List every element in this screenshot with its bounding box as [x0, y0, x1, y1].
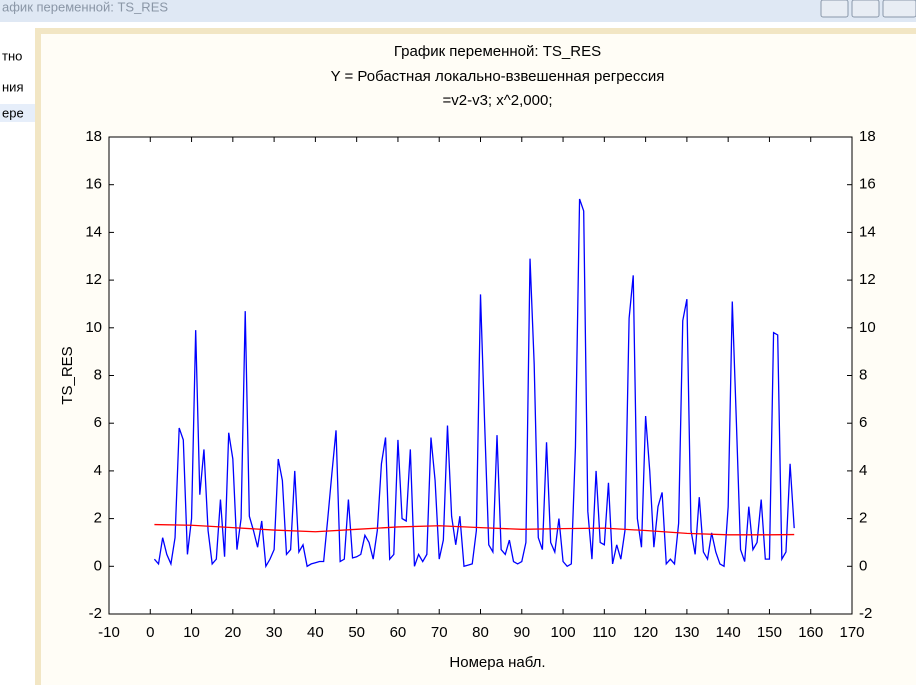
y2-tick-label: 18	[859, 128, 876, 145]
x-tick-label: 130	[674, 624, 699, 641]
x-axis-label: Номера набл.	[449, 654, 545, 671]
title-bar	[0, 0, 916, 22]
x-tick-label: 90	[513, 624, 530, 641]
x-tick-label: 0	[146, 624, 154, 641]
x-tick-label: 80	[472, 624, 489, 641]
y2-tick-label: 6	[859, 414, 867, 431]
chart-subtitle: =v2-v3; x^2,000;	[442, 92, 552, 109]
data-line	[154, 523, 795, 536]
y2-tick-label: 0	[859, 557, 867, 574]
x-tick-label: 30	[266, 624, 283, 641]
side-panel	[0, 22, 35, 685]
x-tick-label: 170	[839, 624, 864, 641]
x-tick-label: 140	[716, 624, 741, 641]
x-tick-label: 20	[224, 624, 241, 641]
y-tick-label: 4	[94, 462, 102, 479]
window-title: афик переменной: TS_RES	[2, 0, 168, 14]
y2-tick-label: 4	[859, 462, 867, 479]
y-tick-label: 8	[94, 366, 102, 383]
chart-subtitle: Y = Робастная локально-взвешенная регрес…	[331, 68, 665, 85]
x-tick-label: 10	[183, 624, 200, 641]
y-tick-label: 12	[85, 271, 102, 288]
y-tick-label: 10	[85, 319, 102, 336]
side-label: ере	[2, 105, 24, 120]
data-line	[153, 198, 795, 569]
window-buttons[interactable]	[820, 0, 916, 18]
y-tick-label: 14	[85, 223, 102, 240]
y2-tick-label: 14	[859, 223, 876, 240]
x-tick-label: 100	[551, 624, 576, 641]
x-tick-label: 60	[390, 624, 407, 641]
y-tick-label: -2	[89, 605, 102, 622]
x-tick-label: 50	[348, 624, 365, 641]
y-tick-label: 0	[94, 557, 102, 574]
selected-row[interactable]	[0, 104, 35, 122]
x-tick-label: 40	[307, 624, 324, 641]
y2-tick-label: 16	[859, 176, 876, 193]
y-tick-label: 16	[85, 176, 102, 193]
x-tick-label: 110	[592, 624, 616, 641]
y-tick-label: 6	[94, 414, 102, 431]
y-tick-label: 18	[85, 128, 102, 145]
y2-tick-label: 8	[859, 366, 867, 383]
y2-tick-label: 10	[859, 319, 876, 336]
y2-tick-label: 2	[859, 510, 867, 527]
x-tick-label: 160	[798, 624, 823, 641]
x-tick-label: 150	[757, 624, 782, 641]
side-label: ния	[2, 79, 23, 94]
minimize-button[interactable]	[820, 0, 849, 18]
x-tick-label: -10	[98, 624, 120, 641]
side-label: тно	[2, 48, 22, 63]
chart: График переменной: TS_RES Y = Робастная л…	[59, 43, 876, 671]
maximize-button[interactable]	[851, 0, 880, 18]
y-axis-label: TS_RES	[59, 346, 76, 404]
chart-title: График переменной: TS_RES	[394, 43, 601, 60]
close-button[interactable]	[882, 0, 916, 18]
y2-tick-label: 12	[859, 271, 876, 288]
x-tick-label: 120	[633, 624, 658, 641]
y2-tick-label: -2	[859, 605, 872, 622]
y-tick-label: 2	[94, 510, 102, 527]
x-tick-label: 70	[431, 624, 448, 641]
